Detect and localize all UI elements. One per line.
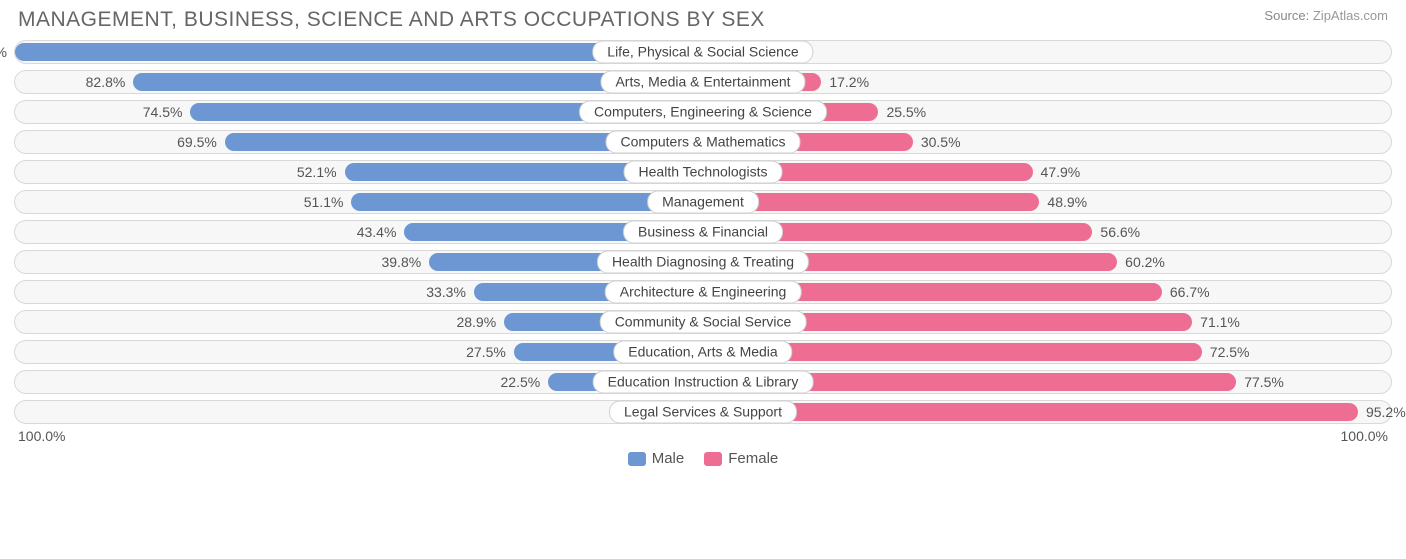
category-label: Management: [647, 191, 759, 214]
chart-title: MANAGEMENT, BUSINESS, SCIENCE AND ARTS O…: [18, 8, 765, 32]
female-value: 95.2%: [1360, 401, 1406, 423]
category-label: Education, Arts & Media: [613, 341, 792, 364]
category-label: Health Technologists: [624, 161, 783, 184]
chart-row: 51.1% 48.9% Management: [14, 190, 1392, 214]
chart-row: 69.5% 30.5% Computers & Mathematics: [14, 130, 1392, 154]
legend-female: Female: [704, 450, 778, 467]
female-value: 47.9%: [1035, 161, 1095, 183]
male-value: 27.5%: [452, 341, 512, 363]
male-value: 100.0%: [0, 41, 13, 63]
legend-male-label: Male: [652, 450, 685, 467]
male-value: 33.3%: [412, 281, 472, 303]
chart-row: 39.8% 60.2% Health Diagnosing & Treating: [14, 250, 1392, 274]
chart-row: 43.4% 56.6% Business & Financial: [14, 220, 1392, 244]
axis-left-label: 100.0%: [18, 428, 65, 444]
source-value: ZipAtlas.com: [1313, 8, 1388, 23]
legend: Male Female: [14, 444, 1392, 467]
category-label: Computers & Mathematics: [606, 131, 801, 154]
chart-row: 74.5% 25.5% Computers, Engineering & Scien…: [14, 100, 1392, 124]
female-value: 17.2%: [823, 71, 883, 93]
axis-right-label: 100.0%: [1341, 428, 1388, 444]
category-label: Education Instruction & Library: [593, 371, 814, 394]
category-label: Business & Financial: [623, 221, 783, 244]
category-label: Health Diagnosing & Treating: [597, 251, 809, 274]
chart-row: 28.9% 71.1% Community & Social Service: [14, 310, 1392, 334]
chart-row: 33.3% 66.7% Architecture & Engineering: [14, 280, 1392, 304]
chart-row: 4.8%95.2%Legal Services & Support: [14, 400, 1392, 424]
chart-row: 27.5% 72.5% Education, Arts & Media: [14, 340, 1392, 364]
male-value: 39.8%: [367, 251, 427, 273]
female-value: 25.5%: [880, 101, 940, 123]
male-value: 74.5%: [128, 101, 188, 123]
female-value: 72.5%: [1204, 341, 1264, 363]
female-value: 30.5%: [915, 131, 975, 153]
legend-male-swatch: [628, 452, 646, 466]
legend-female-label: Female: [728, 450, 778, 467]
chart-row: 100.0%0.0%Life, Physical & Social Scienc…: [14, 40, 1392, 64]
chart-header: MANAGEMENT, BUSINESS, SCIENCE AND ARTS O…: [14, 8, 1392, 38]
source-label: Source:: [1264, 8, 1309, 23]
male-value: 69.5%: [163, 131, 223, 153]
chart-source: Source: ZipAtlas.com: [1264, 8, 1388, 25]
category-label: Legal Services & Support: [609, 401, 797, 424]
chart-row: 52.1% 47.9% Health Technologists: [14, 160, 1392, 184]
chart-row: 22.5% 77.5% Education Instruction & Librar…: [14, 370, 1392, 394]
female-value: 71.1%: [1194, 311, 1254, 333]
male-value: 28.9%: [442, 311, 502, 333]
male-value: 51.1%: [289, 191, 349, 213]
category-label: Arts, Media & Entertainment: [600, 71, 805, 94]
male-value: 43.4%: [342, 221, 402, 243]
category-label: Community & Social Service: [600, 311, 807, 334]
female-bar: [703, 403, 1358, 421]
male-value: 22.5%: [486, 371, 546, 393]
legend-female-swatch: [704, 452, 722, 466]
category-label: Architecture & Engineering: [605, 281, 802, 304]
category-label: Computers, Engineering & Science: [579, 101, 827, 124]
female-value: 66.7%: [1164, 281, 1224, 303]
chart-row: 82.8% 17.2% Arts, Media & Entertainment: [14, 70, 1392, 94]
x-axis: 100.0% 100.0%: [14, 424, 1392, 444]
category-label: Life, Physical & Social Science: [592, 41, 813, 64]
female-value: 77.5%: [1238, 371, 1298, 393]
chart-container: MANAGEMENT, BUSINESS, SCIENCE AND ARTS O…: [0, 0, 1406, 559]
female-value: 48.9%: [1041, 191, 1101, 213]
male-value: 52.1%: [283, 161, 343, 183]
male-value: 82.8%: [71, 71, 131, 93]
female-value: 56.6%: [1094, 221, 1154, 243]
chart-rows: 100.0%0.0%Life, Physical & Social Scienc…: [14, 38, 1392, 424]
female-value: 60.2%: [1119, 251, 1179, 273]
legend-male: Male: [628, 450, 685, 467]
